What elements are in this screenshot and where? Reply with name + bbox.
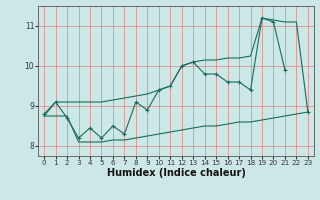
X-axis label: Humidex (Indice chaleur): Humidex (Indice chaleur): [107, 168, 245, 178]
